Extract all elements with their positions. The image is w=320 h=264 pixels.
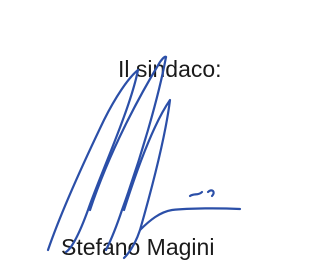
handwritten-signature — [0, 0, 264, 264]
signature-stroke — [106, 57, 166, 250]
signature-stroke — [66, 70, 138, 252]
signature-stroke — [48, 70, 138, 250]
signature-stroke — [124, 100, 170, 258]
signature-stroke — [190, 190, 214, 196]
document-page: Il sindaco: Stefano Magini — [0, 0, 264, 264]
signature-stroke — [140, 208, 240, 230]
